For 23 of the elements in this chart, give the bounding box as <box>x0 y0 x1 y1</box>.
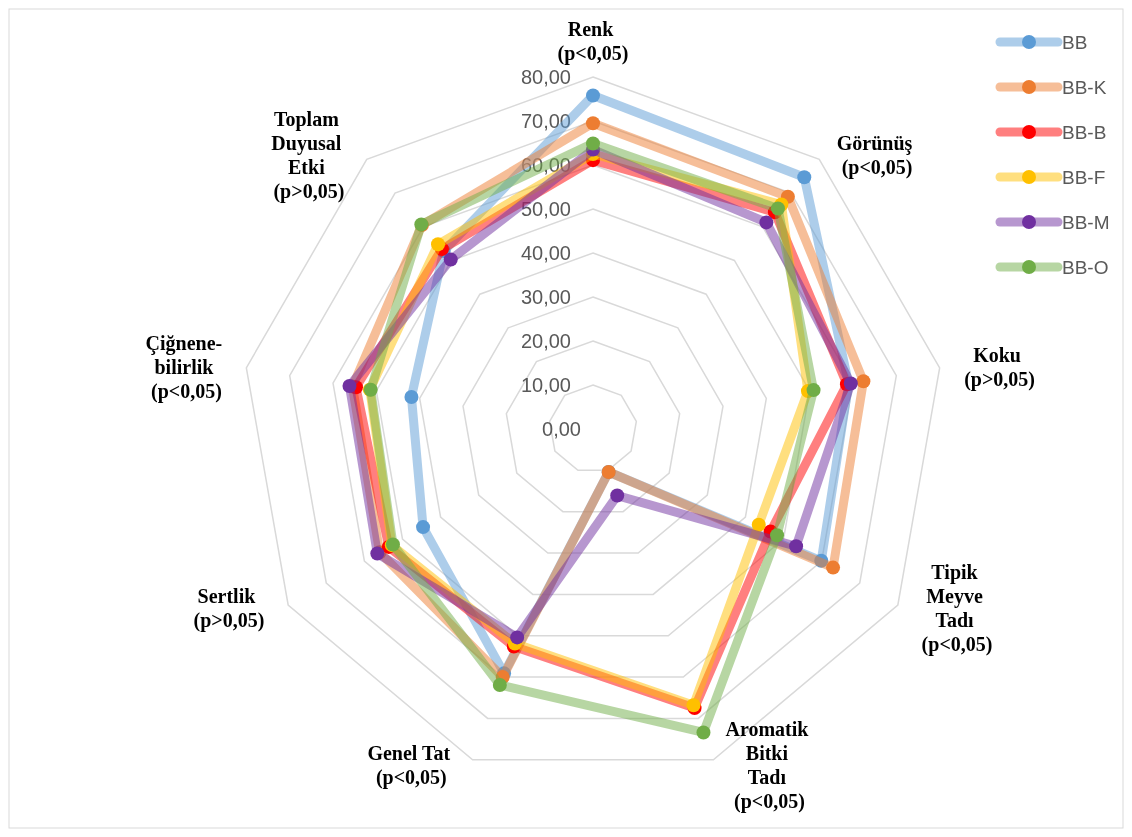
spoke-label: Görünüş (p<0,05) <box>836 131 918 179</box>
y-tick-label: 10,00 <box>520 374 571 396</box>
y-tick-label: 40,00 <box>520 242 571 264</box>
y-tick-label: 20,00 <box>520 330 571 352</box>
spoke-label: Toplam Duyusal Etki (p>0,05) <box>271 107 347 203</box>
legend-label: BB <box>1062 31 1088 53</box>
spoke-label: Çiğnene-bilirlik (p<0,05) <box>145 331 228 403</box>
legend-label: BB-F <box>1062 166 1106 188</box>
legend-label: BB-M <box>1062 211 1110 233</box>
y-tick-label: 50,00 <box>520 198 571 220</box>
spoke-label: Renk (p<0,05) <box>557 18 629 65</box>
spoke-label: Tipik Meyve Tadı (p<0,05) <box>921 561 993 656</box>
spoke-label: Sertlik (p>0,05) <box>193 585 265 632</box>
y-tick-label: 0,00 <box>542 418 581 440</box>
legend-label: BB-K <box>1062 76 1107 98</box>
y-tick-label: 70,00 <box>520 110 571 132</box>
spoke-label: Aromatik Bitki Tadı (p<0,05) <box>725 718 814 814</box>
legend-label: BB-O <box>1062 256 1109 278</box>
legend-label: BB-B <box>1062 121 1107 143</box>
spoke-label: Genel Tat (p<0,05) <box>367 742 456 790</box>
y-tick-label: 80,00 <box>520 66 571 88</box>
spoke-label: Koku (p>0,05) <box>964 343 1035 391</box>
y-tick-label: 30,00 <box>520 286 571 308</box>
